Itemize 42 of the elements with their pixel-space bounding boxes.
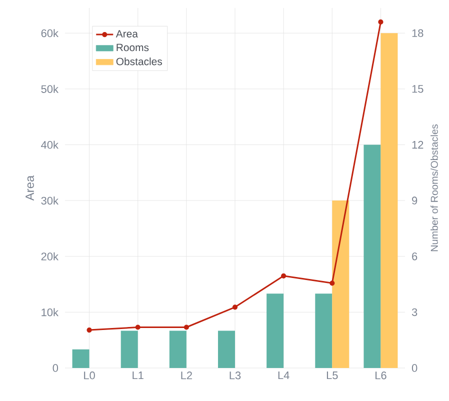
legend-label: Rooms <box>116 44 149 52</box>
y2-tick-label: 6 <box>412 252 418 260</box>
x-tick-label: L5 <box>326 372 338 380</box>
bar <box>218 330 235 368</box>
x-tick-label: L4 <box>278 372 290 380</box>
y2-axis-title: Number of Rooms/Obstacles <box>430 124 438 252</box>
bar <box>364 144 381 368</box>
y-tick-label: 0 <box>52 364 58 372</box>
point <box>184 324 189 330</box>
y-axis-title: Area <box>26 175 34 201</box>
point <box>86 327 92 333</box>
x-tick-label: L2 <box>181 372 192 380</box>
y2-tick-label: 15 <box>412 85 424 93</box>
y2-tick-label: 0 <box>412 364 418 372</box>
bar <box>332 200 350 368</box>
y2-tick-label: 12 <box>412 140 424 149</box>
x-tick-label: L3 <box>230 372 241 380</box>
bar <box>380 33 398 368</box>
point <box>135 324 140 330</box>
bar <box>266 294 284 368</box>
bar <box>72 349 90 368</box>
bar <box>315 294 332 368</box>
y-tick-label: 30k <box>41 196 58 205</box>
legend-label: Obstacles <box>116 58 162 66</box>
y2-tick-label: 9 <box>412 196 418 204</box>
point <box>378 19 384 25</box>
x-tick-label: L6 <box>376 372 386 380</box>
y-tick-label: 50k <box>41 84 58 93</box>
legend-label: Area <box>116 30 138 38</box>
bar <box>120 330 138 368</box>
point <box>281 273 286 278</box>
y-tick-label: 60k <box>41 29 58 38</box>
y-tick-label: 10k <box>42 308 58 316</box>
y2-tick-label: 3 <box>412 308 418 316</box>
point <box>330 280 335 286</box>
y-tick-label: 40k <box>41 140 58 149</box>
point <box>232 304 238 310</box>
bar <box>169 330 186 368</box>
x-tick-label: L0 <box>84 372 95 380</box>
y-tick-label: 20k <box>41 252 58 260</box>
x-tick-label: L1 <box>132 372 144 380</box>
y2-tick-label: 18 <box>412 29 424 37</box>
